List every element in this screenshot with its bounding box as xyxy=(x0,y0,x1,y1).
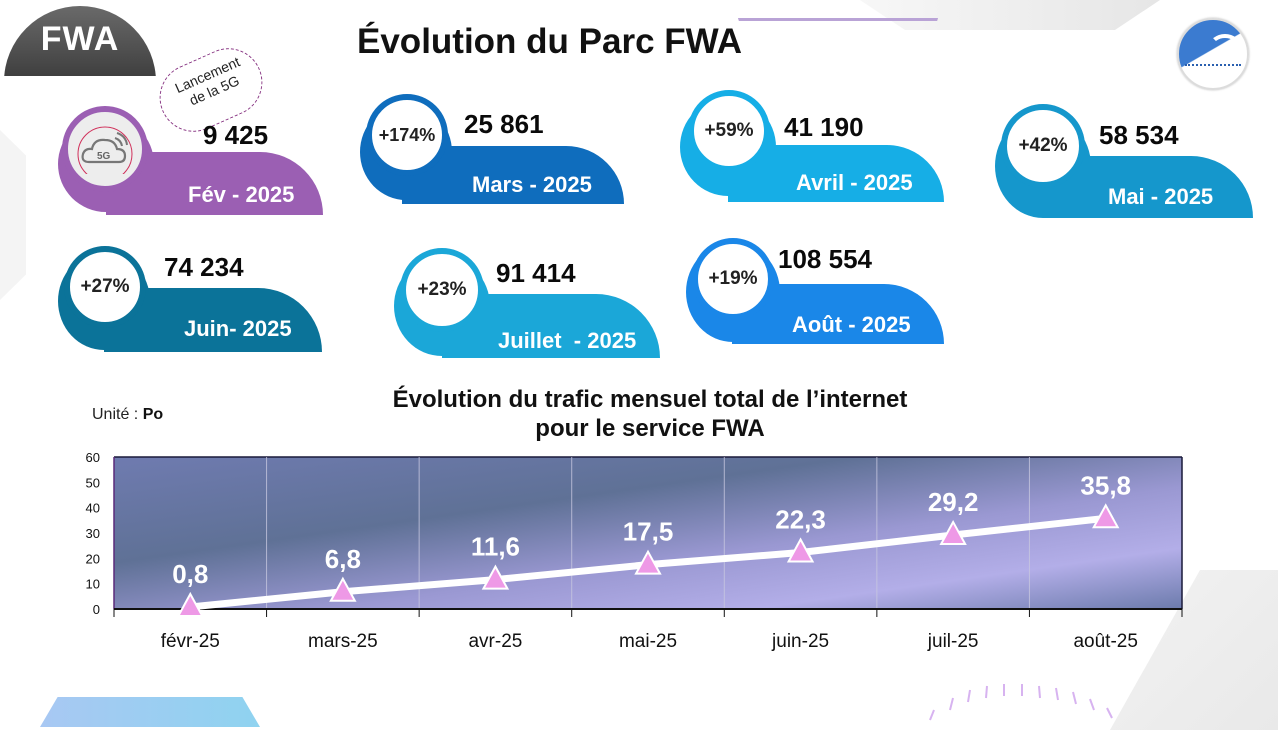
growth-badge: +42% xyxy=(1018,135,1068,156)
subscriber-card-may: +42% 58 534 Mai - 2025 xyxy=(995,102,1253,220)
5g-cloud-icon: 5G xyxy=(77,126,133,174)
y-tick-label: 60 xyxy=(86,450,100,465)
card-value: 108 554 xyxy=(778,244,872,274)
data-label: 35,8 xyxy=(1080,470,1131,500)
card-ring: 5G xyxy=(62,106,148,192)
card-value: 9 425 xyxy=(203,120,269,150)
growth-ring: +27% xyxy=(64,246,146,328)
card-value: 41 190 xyxy=(784,112,864,142)
y-tick-label: 50 xyxy=(86,475,100,490)
x-tick-label: mai-25 xyxy=(619,631,677,652)
x-tick-label: août-25 xyxy=(1073,631,1137,652)
x-tick-label: juil-25 xyxy=(927,631,979,652)
card-month: Mars - 2025 xyxy=(472,172,592,197)
unit-value: Po xyxy=(142,406,164,423)
card-month: Fév - 2025 xyxy=(188,182,295,207)
data-point-marker xyxy=(939,519,967,546)
growth-badge: +19% xyxy=(708,268,758,289)
card-month: Avril - 2025 xyxy=(796,170,913,195)
subscriber-card-feb: 5G 9 425 Fév - 2025 xyxy=(58,102,323,217)
card-month: Août - 2025 xyxy=(792,312,911,337)
data-point-marker xyxy=(176,591,204,617)
subscriber-card-jul: +23% 91 414 Juillet - 2025 xyxy=(394,246,660,358)
svg-text:5G: 5G xyxy=(97,151,111,162)
x-tick-label: mars-25 xyxy=(308,631,378,652)
card-value: 25 861 xyxy=(464,109,544,139)
decor-grey-band-top xyxy=(860,0,1160,30)
card-month: Juin- 2025 xyxy=(184,316,292,341)
chart-title-line2: pour le service FWA xyxy=(535,415,765,442)
badge-label: FWA xyxy=(40,20,120,58)
data-label: 11,6 xyxy=(471,532,520,562)
card-value: 91 414 xyxy=(496,258,576,288)
x-tick-label: avr-25 xyxy=(468,631,522,652)
data-label: 0,8 xyxy=(172,559,208,589)
data-point-marker xyxy=(786,537,815,563)
y-tick-label: 10 xyxy=(86,577,100,592)
decor-radial-ticks xyxy=(929,684,1113,721)
card-value: 58 534 xyxy=(1099,120,1179,150)
data-point-marker xyxy=(634,549,662,575)
logo-swirl xyxy=(1209,34,1241,60)
data-point-marker xyxy=(481,564,510,590)
unit-label: Unité : Po xyxy=(92,406,163,424)
growth-badge: +27% xyxy=(80,276,130,297)
chart-title-line1: Évolution du trafic mensuel total de l’i… xyxy=(392,386,908,413)
decor-grey-shape-left xyxy=(0,130,26,300)
card-value: 74 234 xyxy=(164,252,244,282)
growth-ring: +23% xyxy=(400,248,484,332)
growth-ring: +42% xyxy=(1001,104,1085,188)
card-month: Mai - 2025 xyxy=(1108,184,1214,209)
subscriber-card-mar: +174% 25 861 Mars - 2025 xyxy=(358,94,624,206)
y-tick-label: 40 xyxy=(86,501,100,516)
page-title: Évolution du Parc FWA xyxy=(357,22,743,61)
growth-ring: +174% xyxy=(366,94,448,176)
y-tick-label: 30 xyxy=(86,526,100,541)
x-tick-label: juin-25 xyxy=(771,631,829,652)
growth-badge: +59% xyxy=(704,120,754,141)
y-tick-label: 20 xyxy=(86,551,100,566)
data-point-marker xyxy=(329,576,357,602)
data-label: 17,5 xyxy=(623,517,674,547)
data-label: 29,2 xyxy=(928,487,979,517)
plot-area xyxy=(114,457,1182,609)
unit-label-text: Unité : xyxy=(92,406,139,423)
logo-caption xyxy=(1185,64,1241,72)
card-band xyxy=(728,145,944,202)
x-tick-label: févr-25 xyxy=(161,631,220,652)
growth-ring: +19% xyxy=(692,238,774,320)
subscriber-card-jun: +27% 74 234 Juin- 2025 xyxy=(58,244,322,354)
subscriber-card-aug: +19% 108 554 Août - 2025 xyxy=(686,236,944,348)
card-month: Juillet - 2025 xyxy=(498,328,637,353)
data-label: 6,8 xyxy=(325,544,361,574)
subscriber-card-apr: +59% 41 190 Avril - 2025 xyxy=(680,90,944,202)
y-tick-label: 0 xyxy=(93,602,100,617)
data-label: 22,3 xyxy=(775,505,826,535)
data-point-marker xyxy=(1092,503,1120,529)
fwa-badge: FWA xyxy=(4,6,156,76)
growth-ring: +59% xyxy=(688,90,770,172)
growth-badge: +174% xyxy=(378,124,436,145)
growth-badge: +23% xyxy=(417,279,467,300)
regulator-logo-icon xyxy=(1177,18,1249,90)
chart-title: Évolution du trafic mensuel total de l’i… xyxy=(330,385,970,443)
